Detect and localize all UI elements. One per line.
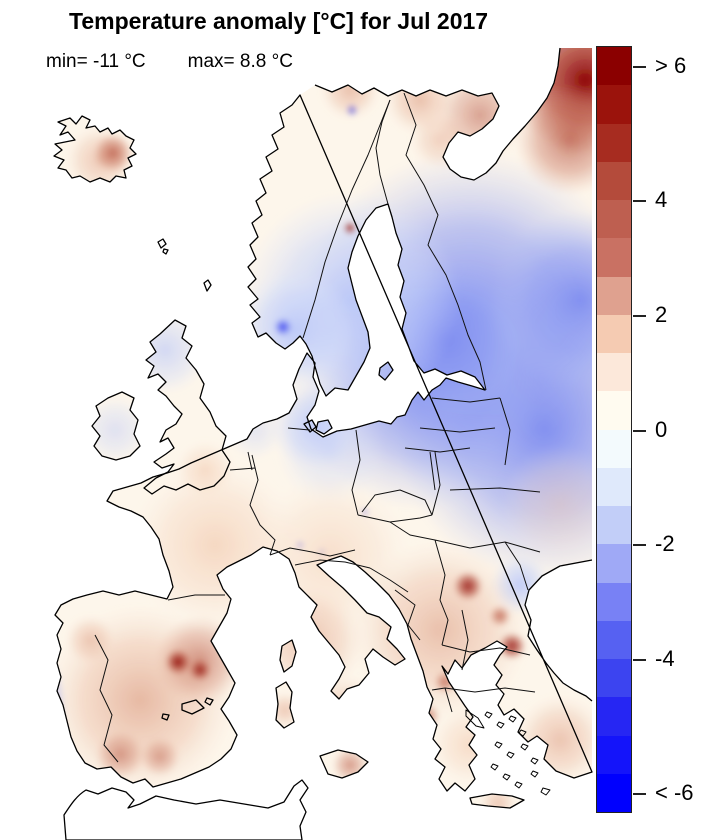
- anomaly-field: [54, 48, 592, 808]
- colorbar-tick-mark: [633, 314, 646, 317]
- colorbar-segment: [597, 391, 631, 430]
- north-africa-coast: [63, 779, 309, 840]
- gotland-coast: [378, 361, 394, 381]
- faroe-shetland-coast: [157, 238, 212, 292]
- border-portugal-spain: [94, 634, 119, 763]
- colorbar-tick-label: > 6: [655, 52, 687, 78]
- colorbar-tick-mark: [633, 65, 646, 68]
- sardinia-coast: [275, 681, 295, 729]
- colorbar-tick-label: 4: [655, 186, 668, 212]
- colorbar-tick-label: 0: [655, 416, 668, 442]
- balearic-islands-coast: [161, 697, 214, 721]
- colorbar-tick-label: -4: [655, 646, 675, 672]
- colorbar-tick-label: < -6: [655, 780, 694, 806]
- colorbar-tick-mark: [633, 793, 646, 796]
- border-sweden-finland: [375, 99, 391, 205]
- min-max-stats: min= -11 °C max= 8.8 °C: [46, 51, 293, 73]
- colorbar-segment: [597, 314, 631, 353]
- colorbar-segment: [597, 620, 631, 659]
- country-borders: [94, 92, 541, 763]
- crete-coast: [469, 793, 525, 809]
- colorbar-tick-label: 2: [655, 301, 668, 327]
- colorbar-segment: [597, 773, 631, 812]
- colorbar-segment: [597, 582, 631, 621]
- corsica-coast: [279, 639, 297, 673]
- colorbar-tick-mark: [633, 199, 646, 202]
- colorbar-segment: [597, 467, 631, 506]
- colorbar-tick-mark: [633, 429, 646, 432]
- colorbar-tick-mark: [633, 659, 646, 662]
- mainland-coast: [54, 47, 593, 792]
- border-poland: [351, 429, 441, 523]
- colorbar-ticks: > 6 4 2 0 -2 -4 < -6: [633, 46, 720, 813]
- colorbar-segment: [597, 161, 631, 200]
- border-finland-russia: [403, 92, 487, 391]
- ireland-coast: [91, 391, 141, 461]
- colorbar-segment: [597, 238, 631, 277]
- colorbar-segment: [597, 353, 631, 392]
- colorbar-segment: [597, 47, 631, 86]
- border-danube-balkans: [394, 589, 536, 713]
- colorbar-segment: [597, 429, 631, 468]
- colorbar-segment: [597, 200, 631, 239]
- min-value-label: min= -11 °C: [46, 51, 146, 72]
- great-britain-coast: [143, 319, 231, 495]
- chart-title: Temperature anomaly [°C] for Jul 2017: [69, 8, 489, 34]
- colorbar-segment: [597, 659, 631, 698]
- colorbar: [596, 46, 632, 813]
- border-germany-west: [229, 427, 311, 556]
- colorbar-segment: [597, 697, 631, 736]
- border-alps: [269, 547, 409, 593]
- border-norway-sweden: [302, 99, 391, 339]
- colorbar-segment: [597, 123, 631, 162]
- iceland-coast: [53, 115, 137, 183]
- border-france-spain: [167, 594, 225, 601]
- border-baltic-states: [404, 397, 541, 493]
- border-czech-slovakia: [361, 489, 436, 541]
- colorbar-segment: [597, 735, 631, 774]
- colorbar-tick-label: -2: [655, 531, 675, 557]
- colorbar-segment: [597, 85, 631, 124]
- colorbar-segment: [597, 544, 631, 583]
- border-hungary-romania: [434, 539, 541, 646]
- colorbar-tick-mark: [633, 544, 646, 547]
- max-value-label: max= 8.8 °C: [187, 51, 293, 72]
- colorbar-segment: [597, 506, 631, 545]
- sicily-coast: [319, 749, 369, 779]
- aegean-islands: [465, 709, 551, 796]
- colorbar-segment: [597, 276, 631, 315]
